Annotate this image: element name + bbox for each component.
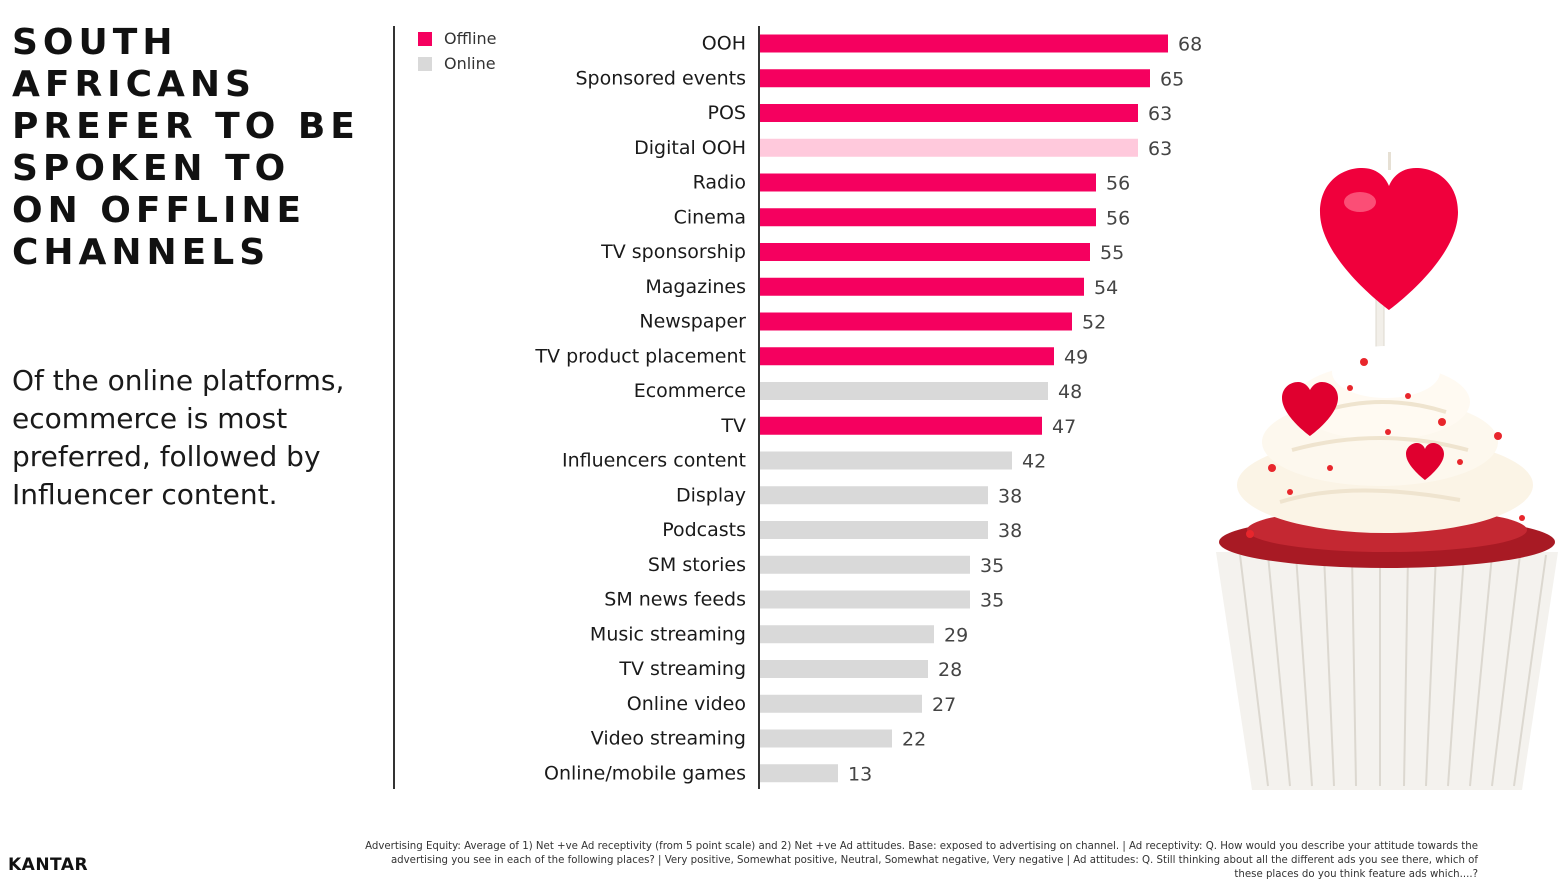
value-label-tv-product-placement: 49: [1064, 346, 1088, 368]
legend-label-online: Online: [444, 54, 496, 73]
bar-podcasts: [760, 521, 988, 539]
category-label-ooh: OOH: [702, 33, 746, 55]
bar-display: [760, 486, 988, 505]
category-label-tv-product-placement: TV product placement: [534, 345, 746, 367]
category-label-sm-news-feeds: SM news feeds: [604, 589, 746, 611]
value-label-sm-news-feeds: 35: [980, 590, 1004, 612]
value-label-music-streaming: 29: [944, 624, 968, 646]
cupcake-image: [1216, 152, 1558, 790]
value-label-magazines: 54: [1094, 277, 1118, 299]
value-label-display: 38: [998, 485, 1022, 507]
legend-swatch-online: [418, 56, 432, 71]
legend-label-offline: Offline: [444, 29, 497, 48]
category-label-cinema: Cinema: [674, 206, 746, 228]
category-label-tv: TV: [720, 415, 746, 437]
legend-swatch-offline: [418, 31, 432, 46]
bar-magazines: [760, 277, 1084, 296]
value-label-radio: 56: [1106, 173, 1130, 195]
headline: SOUTH AFRICANS PREFER TO BE SPOKEN TO ON…: [12, 22, 360, 273]
bar-influencers-content: [760, 451, 1012, 470]
value-label-sponsored-events: 65: [1160, 68, 1184, 90]
bars-layer: OOH 68 Sponsored events 65 POS 63 Digital OOH 6…: [534, 33, 1202, 786]
legend-item-online: Online: [418, 51, 497, 76]
value-label-podcasts: 38: [998, 520, 1022, 542]
value-label-tv: 47: [1052, 416, 1076, 438]
bar-tv-streaming: [760, 660, 928, 678]
category-label-music-streaming: Music streaming: [590, 623, 746, 645]
divider: [393, 26, 395, 789]
bar-ooh: [760, 34, 1168, 53]
bar-sm-stories: [760, 555, 970, 574]
bar-video-streaming: [760, 729, 892, 748]
category-label-magazines: Magazines: [645, 276, 746, 298]
bar-ecommerce: [760, 382, 1048, 400]
bar-sponsored-events: [760, 69, 1150, 88]
value-label-ooh: 68: [1178, 34, 1202, 56]
category-label-tv-streaming: TV streaming: [618, 658, 746, 680]
value-label-ecommerce: 48: [1058, 381, 1082, 403]
value-label-online-video: 27: [932, 694, 956, 716]
value-label-digital-ooh: 63: [1148, 138, 1172, 160]
bar-cinema: [760, 208, 1096, 227]
category-label-radio: Radio: [693, 172, 746, 194]
bar-sm-news-feeds: [760, 590, 970, 609]
value-label-video-streaming: 22: [902, 729, 926, 751]
bar-tv-product-placement: [760, 347, 1054, 366]
category-label-video-streaming: Video streaming: [591, 728, 746, 750]
category-label-sponsored-events: Sponsored events: [575, 67, 746, 89]
bar-radio: [760, 173, 1096, 192]
category-label-ecommerce: Ecommerce: [634, 380, 746, 402]
bar-online-video: [760, 694, 922, 713]
legend-item-offline: Offline: [418, 26, 497, 51]
category-label-podcasts: Podcasts: [662, 519, 746, 541]
category-label-newspaper: Newspaper: [639, 311, 746, 333]
footnote: Advertising Equity: Average of 1) Net +v…: [365, 841, 1478, 880]
bar-newspaper: [760, 312, 1072, 331]
category-label-influencers-content: Influencers content: [562, 450, 746, 472]
value-label-newspaper: 52: [1082, 312, 1106, 334]
value-label-tv-sponsorship: 55: [1100, 242, 1124, 264]
category-label-pos: POS: [708, 102, 746, 124]
category-label-tv-sponsorship: TV sponsorship: [600, 241, 746, 263]
kantar-logo: KANTAR: [8, 855, 89, 875]
category-label-online-video: Online video: [627, 693, 746, 715]
category-label-digital-ooh: Digital OOH: [634, 137, 746, 159]
category-label-sm-stories: SM stories: [648, 554, 746, 576]
subtext: Of the online platforms, ecommerce is mo…: [12, 364, 345, 511]
bar-online-mobile-games: [760, 764, 838, 783]
bar-digital-ooh: [760, 138, 1138, 157]
value-label-pos: 63: [1148, 103, 1172, 125]
category-label-online-mobile-games: Online/mobile games: [544, 762, 746, 784]
bar-pos: [760, 104, 1138, 122]
bar-chart: OOH 68 Sponsored events 65 POS 63 Digital OOH 6…: [534, 26, 1202, 789]
value-label-influencers-content: 42: [1022, 451, 1046, 473]
chart-legend: Offline Online: [418, 26, 497, 76]
value-label-online-mobile-games: 13: [848, 763, 872, 785]
value-label-tv-streaming: 28: [938, 659, 962, 681]
category-label-display: Display: [676, 484, 746, 506]
value-label-sm-stories: 35: [980, 555, 1004, 577]
bar-music-streaming: [760, 625, 934, 644]
bar-tv: [760, 416, 1042, 435]
bar-tv-sponsorship: [760, 243, 1090, 261]
value-label-cinema: 56: [1106, 207, 1130, 229]
